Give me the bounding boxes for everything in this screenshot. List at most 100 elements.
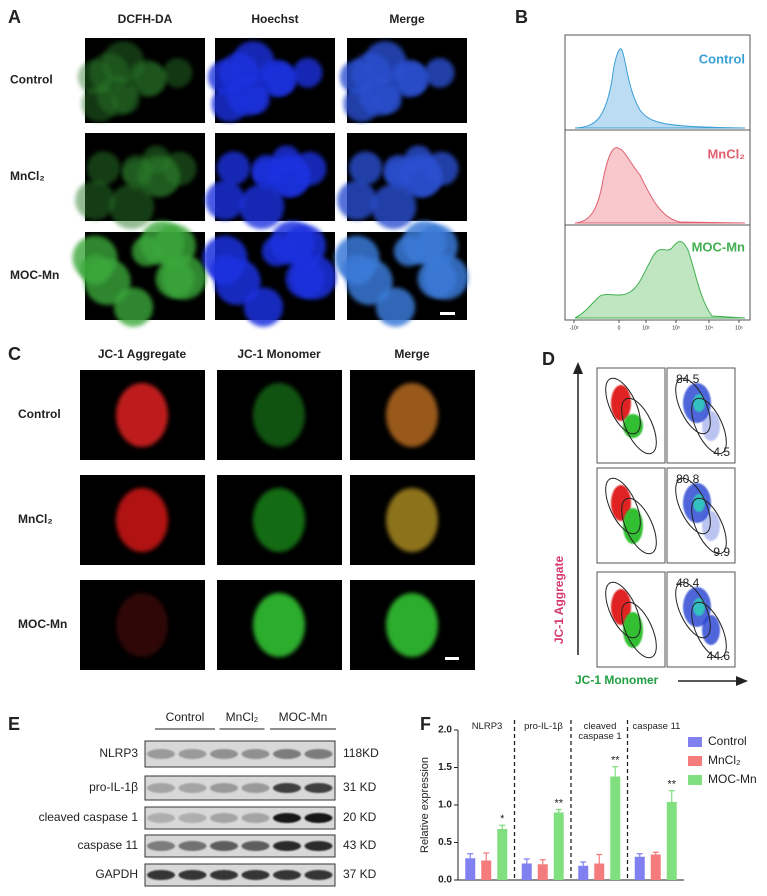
error-bar [523,858,530,864]
gate-percent: 9.9 [713,545,730,559]
protein-label: cleaved caspase 1 [39,810,139,824]
cell [111,85,140,114]
row-label: Control [10,73,53,87]
significance: ** [611,755,620,767]
band [304,749,333,759]
column-header: MnCl₂ [226,710,259,724]
dots [611,485,631,521]
blot [144,775,336,801]
y-tick-label: 0.0 [438,875,452,886]
gate-percent: 84.5 [676,372,700,386]
legend-label: MnCl₂ [708,753,741,767]
bar [578,865,589,880]
y-tick-label: 0.5 [438,837,452,848]
dots [623,508,643,544]
cell [270,220,315,266]
size-label: 31 KD [343,780,377,794]
error-bar [483,852,490,861]
blot [144,863,336,887]
band [210,870,238,880]
cell [116,593,168,657]
column-header: Control [166,710,205,724]
micrograph-cells [339,41,455,123]
histogram-frame [564,34,751,321]
size-label: 37 KD [343,867,377,881]
cell [424,151,459,186]
scale-bar [445,657,459,660]
band [178,783,207,793]
bar [465,858,476,880]
band [304,813,333,823]
dots [623,612,643,648]
significance: ** [554,797,563,809]
gate-percent: 48.4 [676,576,700,590]
micrograph-cells [72,220,207,327]
histogram [574,147,746,224]
band [304,870,333,880]
band [178,813,207,823]
cell [116,383,168,447]
error-bar [652,851,659,855]
axis-tick-label: 10² [642,325,650,331]
cell [423,255,469,300]
cell [292,58,323,88]
error-bar [668,790,675,802]
axis-tick-label: 10⁵ [735,325,743,331]
bar [521,863,532,880]
gate [691,497,727,555]
size-label: 20 KD [343,810,377,824]
band [147,749,175,759]
dots [702,411,720,441]
blot [144,834,336,858]
band [304,841,333,851]
column-header: DCFH-DA [118,12,173,26]
band [273,870,301,880]
cell [113,287,154,327]
band [273,749,301,759]
cell [337,180,377,221]
micrograph-cells [334,220,469,327]
panel-letter: D [542,349,555,369]
gate [621,497,657,555]
blot [144,806,336,830]
bar [594,863,605,880]
size-label: 118KD [343,746,379,760]
significance: * [500,813,505,825]
axis-tick-label: 10⁴ [705,325,713,331]
cell [386,593,438,657]
band [210,783,238,793]
band [147,870,175,880]
histogram [574,48,746,129]
gate-percent: 80.8 [676,472,700,486]
group-label: pro-IL-1β [524,721,563,732]
gate [621,397,657,455]
legend-swatch [688,756,702,766]
column-header: MOC-Mn [279,710,328,724]
band [147,783,175,793]
band [241,841,270,851]
gate-percent: 44.6 [707,649,731,663]
micrograph-cells [207,41,323,123]
column-header: JC-1 Monomer [237,347,321,361]
legend-label: MOC-Mn [708,772,757,786]
band [304,783,333,793]
error-bar [636,853,643,857]
scale-bar [440,312,455,315]
legend-label: Control [708,734,747,748]
cell [375,287,416,327]
cell [373,85,402,114]
error-bar [555,808,562,813]
cell [386,383,438,447]
cell [402,220,447,266]
band [147,841,175,851]
column-header: JC-1 Aggregate [98,347,187,361]
bar [481,860,492,880]
axis-label: JC-1 Monomer [575,673,659,687]
bar [537,864,548,880]
cell [342,254,373,286]
bar [497,829,508,880]
band [273,783,301,793]
dots [702,511,720,541]
band [241,783,270,793]
panel-letter: F [420,714,431,734]
